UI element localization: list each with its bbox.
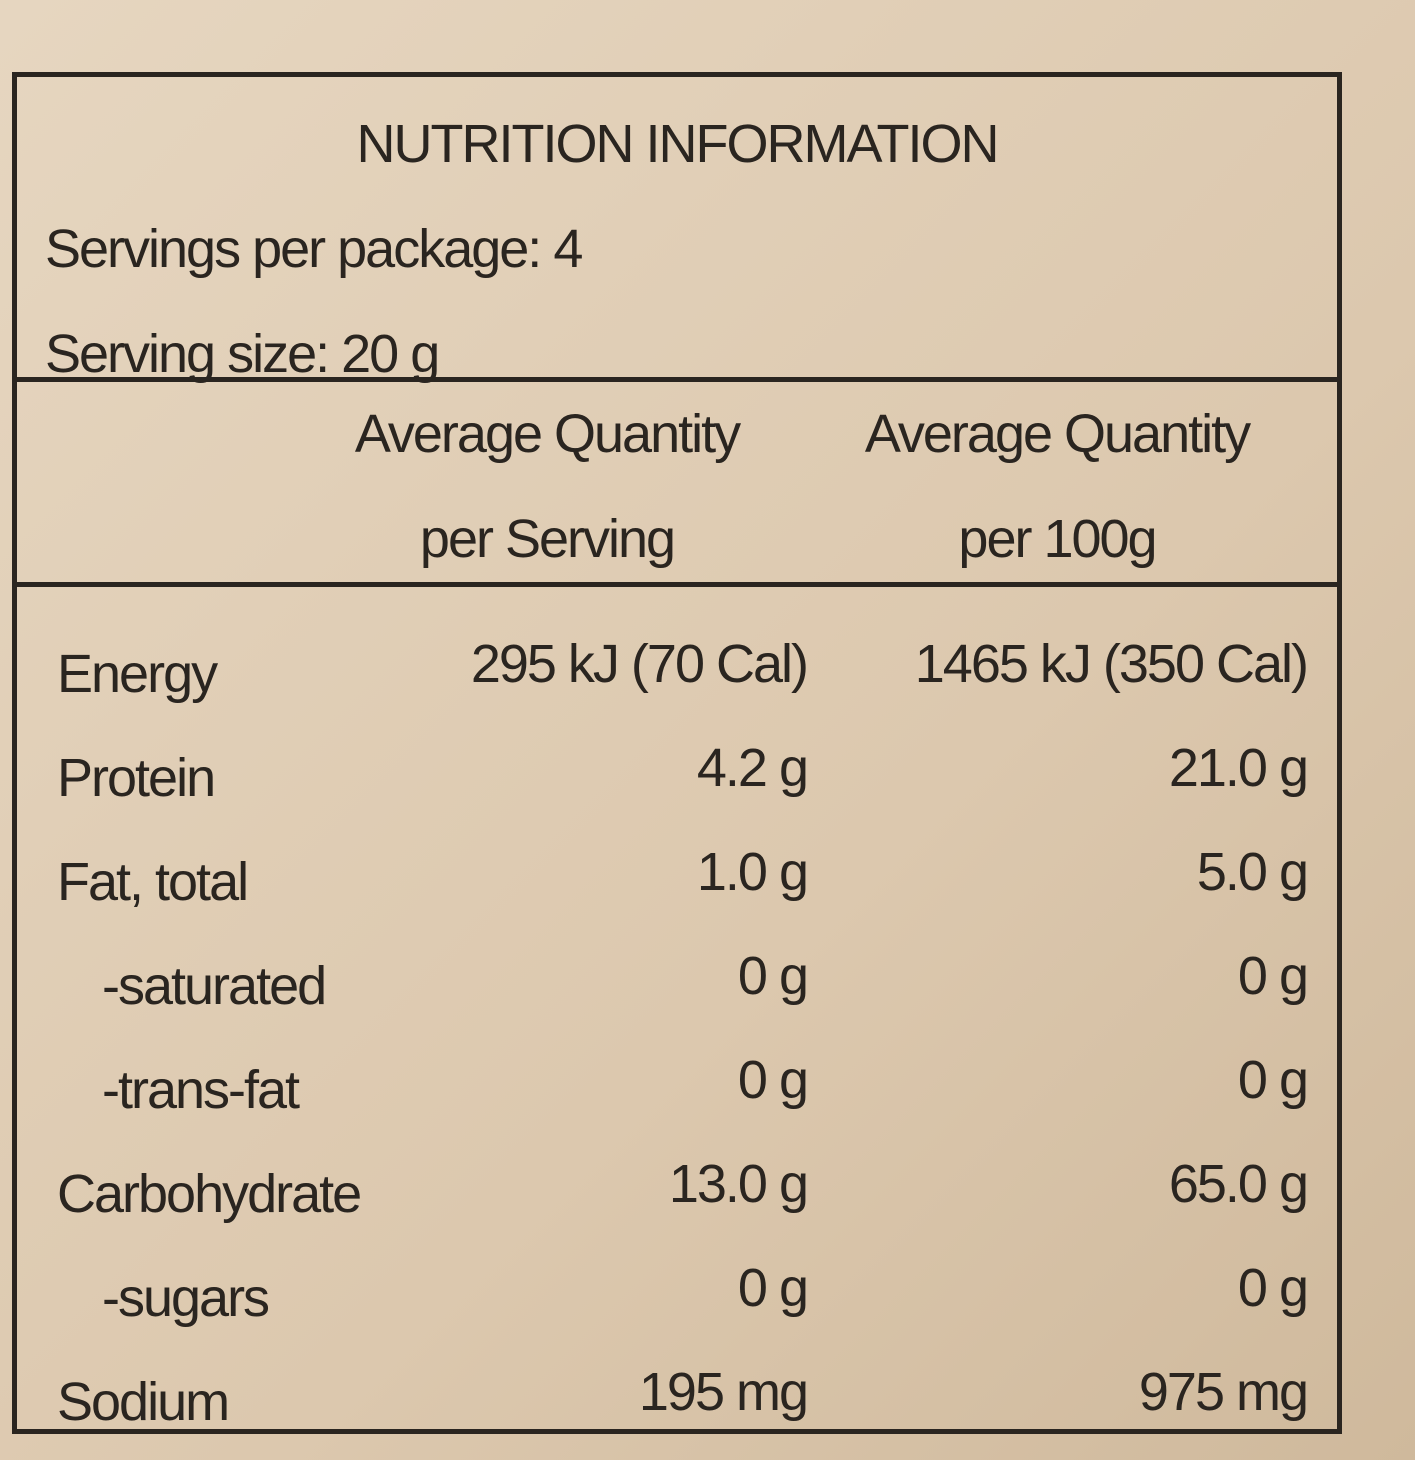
- nutrient-name: -sugars: [102, 1268, 270, 1328]
- serving-size: Serving size: 20 g: [45, 324, 440, 384]
- nutrient-value: 0 g: [1237, 946, 1309, 1006]
- nutrient-value: 1.0 g: [696, 842, 809, 902]
- nutrient-name: Sodium: [57, 1372, 230, 1432]
- nutrient-value: 65.0 g: [1168, 1154, 1309, 1214]
- nutrient-name: Fat, total: [57, 852, 249, 912]
- nutrient-value: 5.0 g: [1196, 842, 1309, 902]
- nutrient-name: Carbohydrate: [57, 1164, 362, 1224]
- title: NUTRITION INFORMATION: [356, 114, 1000, 174]
- nutrient-name: Protein: [57, 748, 216, 808]
- divider: [17, 582, 1337, 587]
- nutrient-value: 975 mg: [1138, 1362, 1309, 1422]
- nutrient-name: -saturated: [102, 956, 327, 1016]
- column-header: Average Quantity: [354, 404, 741, 464]
- nutrient-value: 0 g: [737, 1258, 809, 1318]
- divider: [17, 377, 1337, 382]
- nutrient-name: -trans-fat: [102, 1060, 300, 1120]
- column-header: Average Quantity: [864, 404, 1251, 464]
- servings: Servings per package: 4: [45, 219, 583, 279]
- nutrient-value: 1465 kJ (350 Cal): [914, 634, 1309, 694]
- column-header: per Serving: [419, 509, 676, 569]
- nutrient-value: 0 g: [737, 1050, 809, 1110]
- nutrient-value: 0 g: [1237, 1258, 1309, 1318]
- nutrient-value: 4.2 g: [696, 738, 809, 798]
- nutrient-value: 13.0 g: [668, 1154, 809, 1214]
- nutrient-value: 21.0 g: [1168, 738, 1309, 798]
- nutrient-value: 0 g: [737, 946, 809, 1006]
- nutrient-name: Energy: [57, 644, 218, 704]
- nutrition-panel: NUTRITION INFORMATION Servings per packa…: [12, 72, 1342, 1434]
- nutrient-value: 295 kJ (70 Cal): [470, 634, 809, 694]
- nutrient-value: 0 g: [1237, 1050, 1309, 1110]
- column-header: per 100g: [958, 509, 1157, 569]
- nutrient-value: 195 mg: [638, 1362, 809, 1422]
